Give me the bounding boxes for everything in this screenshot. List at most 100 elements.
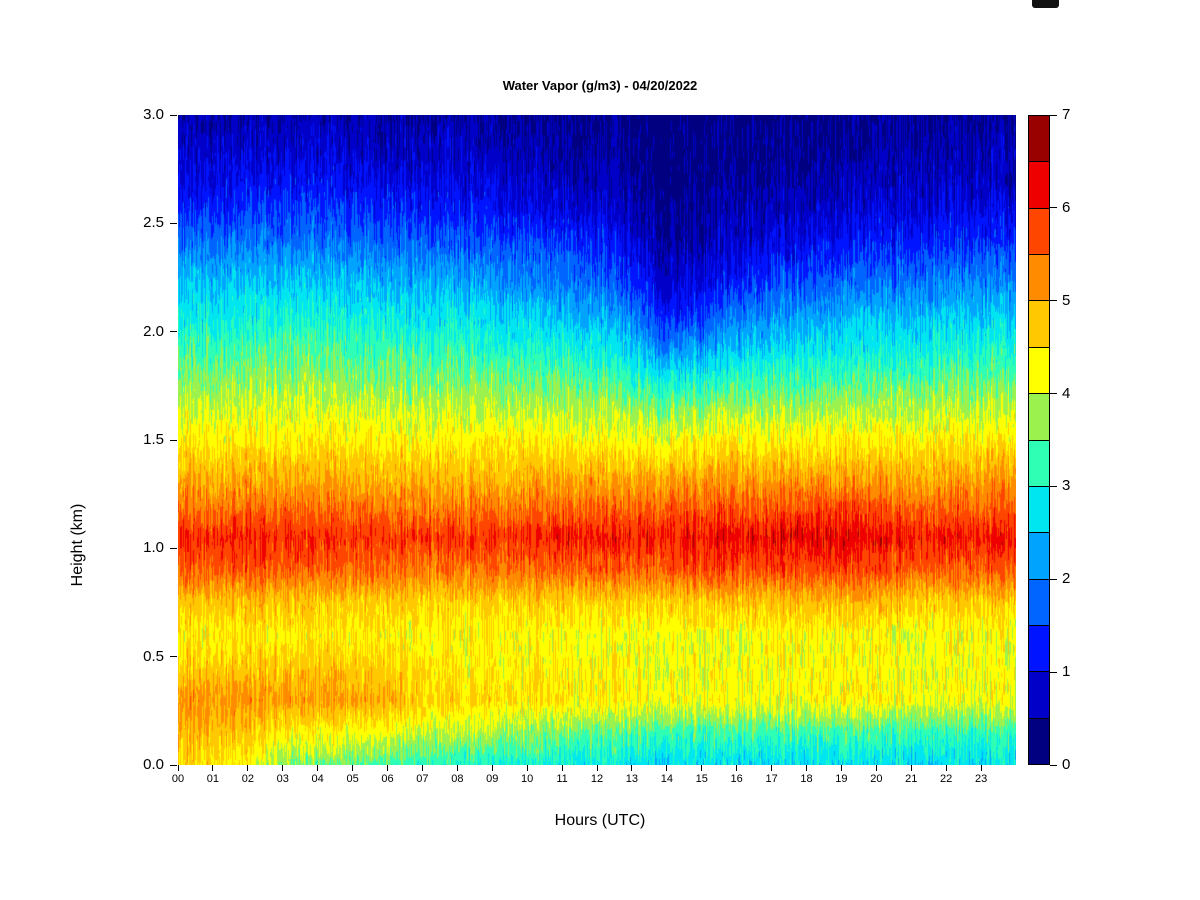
colorbar-segment: [1029, 161, 1049, 208]
x-tick-mark: [631, 765, 633, 771]
plot-area: [178, 115, 1016, 765]
colorbar-tick-mark: [1050, 578, 1057, 580]
colorbar-segment: [1029, 671, 1049, 718]
colorbar-segment: [1029, 254, 1049, 301]
y-tick-label: 3.0: [143, 106, 164, 123]
x-tick-label: 23: [974, 773, 988, 785]
colorbar-segment: [1029, 532, 1049, 579]
colorbar-tick-label: 2: [1062, 570, 1071, 588]
colorbar-segment: [1029, 624, 1049, 672]
colorbar-segment: [1029, 717, 1049, 765]
x-tick-label: 20: [870, 773, 883, 785]
colorbar-tick-mark: [1050, 764, 1057, 766]
y-tick-mark: [170, 222, 177, 224]
y-tick-label: 2.5: [143, 214, 164, 232]
colorbar: [1028, 115, 1050, 765]
x-tick-label: 12: [590, 773, 604, 785]
y-tick-mark: [170, 764, 177, 766]
x-tick-label: 01: [206, 773, 220, 785]
colorbar-tick-mark: [1050, 485, 1057, 487]
y-tick-mark: [170, 547, 177, 549]
x-tick-mark: [177, 765, 179, 771]
x-tick-label: 02: [241, 773, 254, 785]
colorbar-tick-label: 1: [1062, 663, 1071, 681]
x-tick-label: 14: [660, 773, 673, 785]
colorbar-tick-label: 0: [1062, 756, 1071, 773]
colorbar-tick-label: 7: [1062, 106, 1071, 123]
x-tick-label: 15: [695, 773, 708, 785]
y-tick-mark: [170, 114, 177, 116]
colorbar-tick-mark: [1050, 671, 1057, 673]
x-tick-mark: [212, 765, 214, 771]
y-axis-label: Height (km): [69, 503, 86, 587]
colorbar-segment: [1029, 485, 1049, 533]
y-tick-label: 0.5: [143, 647, 164, 665]
x-tick-mark: [875, 765, 877, 771]
x-tick-label: 21: [905, 773, 918, 785]
x-tick-label: 11: [556, 773, 568, 785]
x-axis-label: Hours (UTC): [554, 812, 646, 829]
colorbar-segment: [1029, 439, 1049, 486]
x-tick-label: 05: [346, 773, 359, 785]
x-tick-mark: [945, 765, 947, 771]
colorbar-segment: [1029, 578, 1049, 625]
x-tick-label: 03: [276, 773, 289, 785]
colorbar-segment: [1029, 393, 1049, 440]
x-tick-label: 17: [765, 773, 778, 785]
x-tick-mark: [282, 765, 284, 771]
y-tick-mark: [170, 439, 177, 441]
x-tick-label: 07: [416, 773, 429, 785]
x-tick-mark: [771, 765, 773, 771]
heatmap-canvas: [178, 115, 1016, 765]
y-tick-mark: [170, 331, 177, 333]
y-tick-label: 1.0: [143, 539, 164, 557]
y-tick-label: 1.5: [143, 431, 164, 448]
x-tick-mark: [666, 765, 668, 771]
top-right-artifact: [1032, 0, 1059, 8]
x-tick-label: 04: [311, 773, 324, 785]
x-tick-label: 09: [486, 773, 499, 785]
x-tick-mark: [910, 765, 912, 771]
colorbar-tick-label: 4: [1062, 384, 1071, 402]
x-tick-mark: [352, 765, 354, 771]
x-tick-label: 13: [625, 773, 639, 785]
colorbar-segment: [1029, 116, 1049, 162]
x-tick-mark: [701, 765, 703, 771]
x-tick-label: 22: [940, 773, 953, 785]
x-tick-mark: [840, 765, 842, 771]
x-tick-mark: [247, 765, 249, 771]
y-tick-mark: [170, 656, 177, 658]
colorbar-tick-label: 3: [1062, 477, 1071, 495]
x-tick-mark: [561, 765, 563, 771]
colorbar-segment: [1029, 346, 1049, 394]
x-tick-mark: [736, 765, 738, 771]
colorbar-tick-mark: [1050, 300, 1057, 302]
x-tick-label: 06: [381, 773, 394, 785]
x-tick-mark: [421, 765, 423, 771]
y-tick-label: 2.0: [143, 322, 164, 340]
y-tick-label: 0.0: [143, 756, 164, 773]
x-tick-label: 00: [171, 773, 185, 785]
x-tick-mark: [980, 765, 982, 771]
x-tick-mark: [491, 765, 493, 771]
x-tick-label: 08: [451, 773, 464, 785]
x-tick-label: 18: [800, 773, 813, 785]
colorbar-tick-mark: [1050, 114, 1057, 116]
x-tick-label: 19: [835, 773, 848, 785]
colorbar-tick-label: 6: [1062, 198, 1071, 216]
x-tick-mark: [456, 765, 458, 771]
x-tick-mark: [596, 765, 598, 771]
x-tick-label: 16: [730, 773, 743, 785]
colorbar-tick-label: 5: [1062, 291, 1071, 309]
x-tick-mark: [806, 765, 807, 771]
x-tick-mark: [526, 765, 528, 771]
colorbar-tick-mark: [1050, 207, 1057, 209]
x-tick-mark: [317, 765, 319, 771]
chart-title: Water Vapor (g/m3) - 04/20/2022: [502, 78, 698, 93]
x-tick-mark: [387, 765, 388, 771]
colorbar-segment: [1029, 207, 1049, 255]
colorbar-tick-mark: [1050, 393, 1057, 395]
colorbar-segment: [1029, 300, 1049, 347]
x-tick-label: 10: [521, 773, 534, 785]
